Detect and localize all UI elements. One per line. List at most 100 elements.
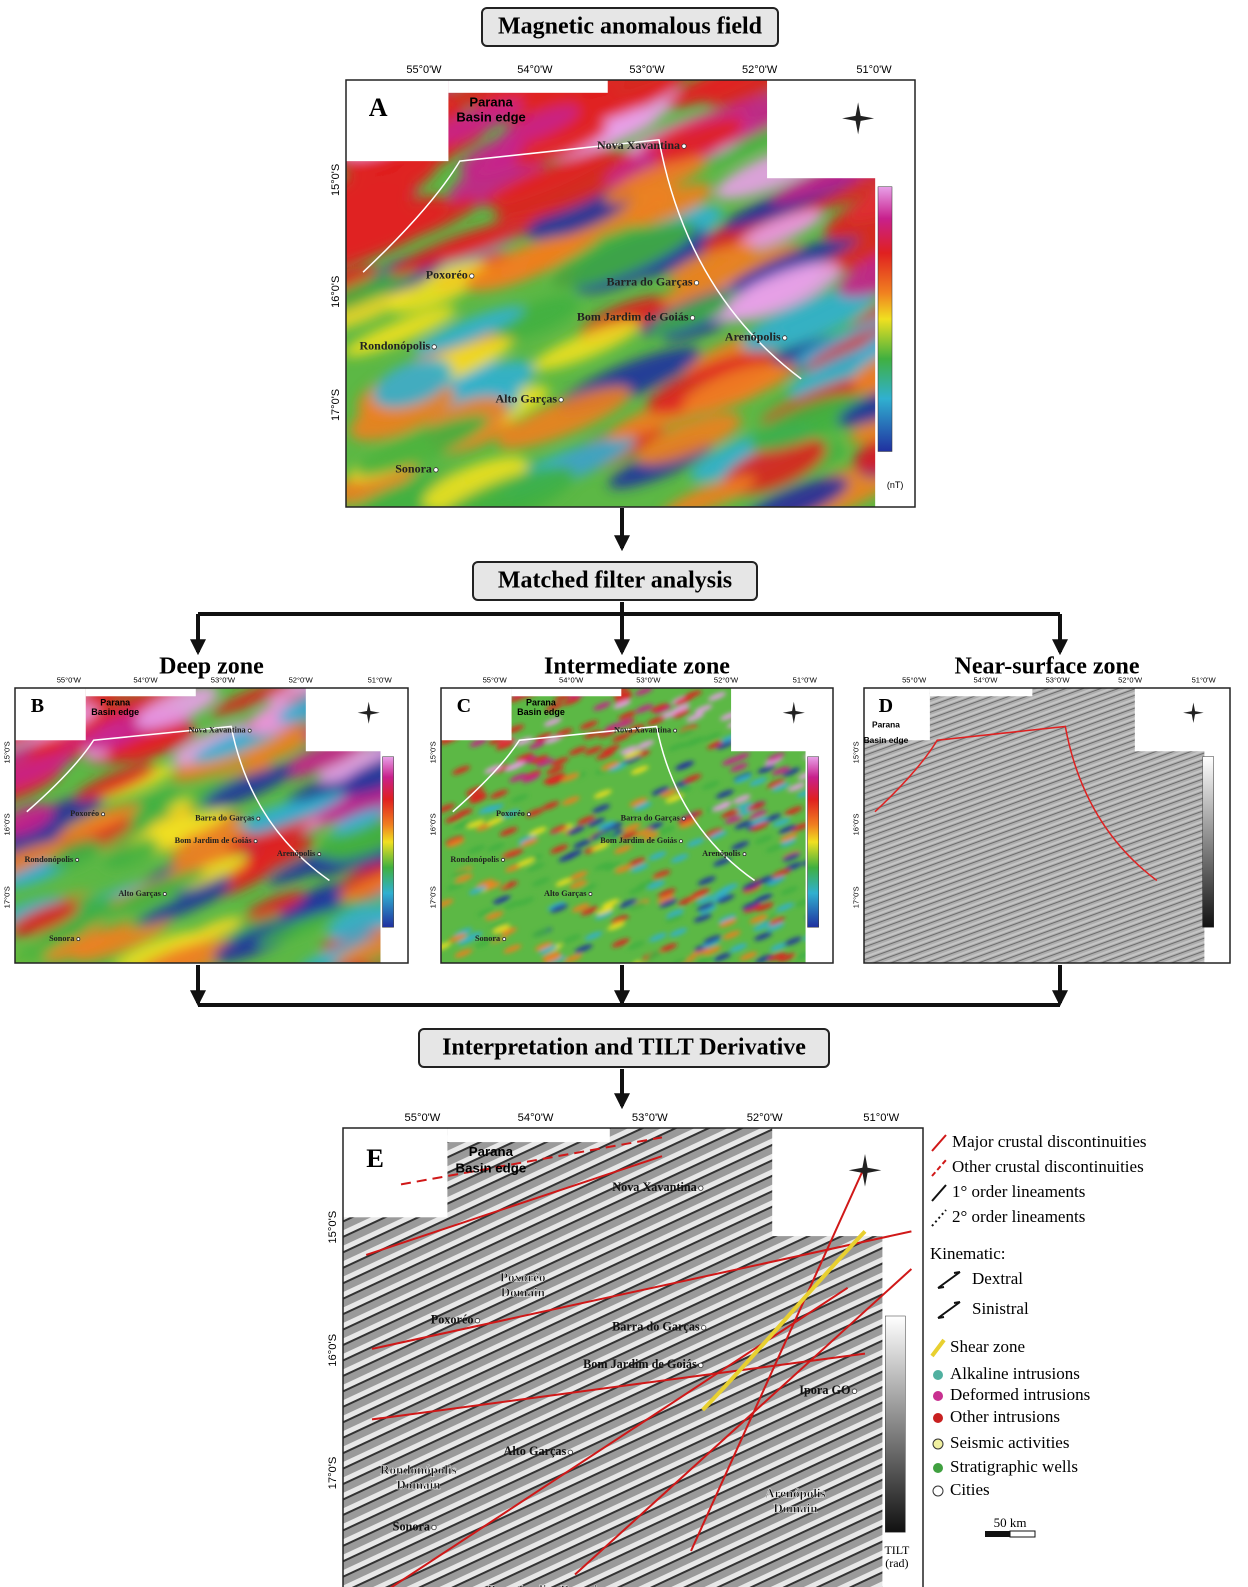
city-label: Ipora GO bbox=[799, 1383, 850, 1397]
legend-symbol bbox=[932, 1340, 944, 1356]
city-marker bbox=[699, 1186, 703, 1190]
legend-label: Deformed intrusions bbox=[950, 1385, 1090, 1404]
longitude-label: 54°0'W bbox=[518, 1112, 554, 1124]
city-label: Nova Xavantina bbox=[189, 726, 246, 735]
basin-label: Basin edge bbox=[91, 707, 139, 717]
city-label: Alto Garças bbox=[504, 1444, 567, 1458]
basin-label: Parana bbox=[469, 1144, 514, 1159]
blank bbox=[86, 688, 196, 696]
blank bbox=[448, 80, 607, 93]
legend-symbol bbox=[933, 1391, 943, 1401]
domain-label: Domain bbox=[396, 1477, 441, 1492]
legend-symbol bbox=[938, 1302, 960, 1318]
process-label: Magnetic anomalous field bbox=[498, 14, 763, 40]
legend-symbol bbox=[933, 1370, 943, 1380]
city-label: Sonora bbox=[395, 462, 432, 476]
process-label: Matched filter analysis bbox=[498, 568, 732, 594]
basin-label: Basin edge bbox=[456, 1161, 527, 1176]
city-label: Bom Jardim de Goiás bbox=[175, 836, 253, 845]
latitude-label: 17°0'S bbox=[851, 886, 860, 908]
domain-label: Domain bbox=[501, 1284, 546, 1299]
city-label: Rondonópolis bbox=[360, 339, 431, 353]
longitude-label: 53°0'W bbox=[632, 1112, 668, 1124]
legend-label: Alkaline intrusions bbox=[950, 1364, 1080, 1383]
latitude-label: 17°0'S bbox=[330, 389, 342, 421]
city-marker bbox=[674, 729, 677, 732]
basin-label: Parana bbox=[526, 697, 557, 707]
basin-label: Basin edge bbox=[864, 735, 909, 745]
longitude-label: 54°0'W bbox=[517, 64, 553, 76]
city-marker bbox=[559, 398, 563, 402]
legend-label: Sinistral bbox=[972, 1299, 1029, 1318]
domain-label: Arenópolis bbox=[765, 1486, 825, 1501]
panel-letter: A bbox=[369, 93, 388, 122]
legend-label: Shear zone bbox=[950, 1337, 1025, 1356]
legend-symbol bbox=[933, 1413, 943, 1423]
city-marker bbox=[589, 892, 592, 895]
city-marker bbox=[470, 274, 474, 278]
city-label: Nova Xavantina bbox=[614, 726, 671, 735]
longitude-label: 51°0'W bbox=[368, 676, 393, 685]
legend-label: Stratigraphic wells bbox=[950, 1457, 1078, 1476]
legend-label: Other intrusions bbox=[950, 1407, 1060, 1426]
city-marker bbox=[432, 345, 436, 349]
basin-label: Parana bbox=[469, 94, 513, 109]
latitude-label: 17°0'S bbox=[429, 886, 438, 908]
longitude-label: 52°0'W bbox=[747, 1112, 783, 1124]
city-label: Bom Jardim de Goiás bbox=[600, 836, 678, 845]
colorbar bbox=[885, 1316, 905, 1532]
figure: Magnetic anomalous field Matched filter a… bbox=[0, 0, 1248, 1587]
longitude-label: 55°0'W bbox=[405, 1112, 441, 1124]
city-marker bbox=[475, 1318, 479, 1322]
latitude-label: 17°0'S bbox=[327, 1457, 339, 1490]
scale-label: 50 km bbox=[994, 1515, 1027, 1530]
city-marker bbox=[77, 938, 80, 941]
domain-label: Domain bbox=[773, 1501, 818, 1516]
colorbar bbox=[808, 757, 819, 928]
longitude-label: 53°0'W bbox=[629, 64, 665, 76]
city-label: Alto Garças bbox=[544, 889, 587, 898]
city-label: Arenópolis bbox=[702, 849, 741, 858]
city-label: Barra do Garças bbox=[612, 1320, 700, 1334]
city-marker bbox=[501, 858, 504, 861]
legend-label: Dextral bbox=[972, 1269, 1023, 1288]
latitude-label: 16°0'S bbox=[3, 813, 12, 835]
panel-letter: E bbox=[366, 1143, 384, 1173]
city-marker bbox=[503, 938, 506, 941]
latitude-label: 16°0'S bbox=[429, 813, 438, 835]
process-label: Interpretation and TILT Derivative bbox=[442, 1035, 806, 1061]
panel-title: Deep zone bbox=[159, 654, 264, 680]
legend-label: Major crustal discontinuities bbox=[952, 1132, 1147, 1151]
latitude-label: 15°0'S bbox=[3, 741, 12, 763]
legend-symbol bbox=[932, 1160, 946, 1176]
city-label: Barra do Garças bbox=[621, 814, 681, 823]
longitude-label: 55°0'W bbox=[902, 675, 927, 684]
city-label: Alto Garças bbox=[495, 392, 557, 406]
city-marker bbox=[76, 858, 79, 861]
city-label: Arenópolis bbox=[725, 330, 781, 344]
longitude-label: 51°0'W bbox=[856, 64, 892, 76]
unit-label: TILT bbox=[884, 1543, 910, 1557]
city-label: Barra do Garças bbox=[195, 814, 255, 823]
city-label: Nova Xavantina bbox=[597, 138, 680, 152]
latitude-label: 17°0'S bbox=[3, 886, 12, 908]
basin-label: Basin edge bbox=[517, 707, 565, 717]
city-marker bbox=[701, 1326, 705, 1330]
city-marker bbox=[783, 336, 787, 340]
city-marker bbox=[690, 316, 694, 320]
longitude-label: 52°0'W bbox=[742, 64, 778, 76]
longitude-label: 55°0'W bbox=[406, 64, 442, 76]
latitude-label: 16°0'S bbox=[330, 276, 342, 308]
city-marker bbox=[432, 1525, 436, 1529]
longitude-label: 51°0'W bbox=[863, 1112, 899, 1124]
panel-title: Intermediate zone bbox=[544, 654, 730, 680]
legend-label: 1° order lineaments bbox=[952, 1182, 1085, 1201]
blank bbox=[864, 688, 930, 740]
legend-label: Other crustal discontinuities bbox=[952, 1157, 1144, 1176]
legend-heading: Kinematic: bbox=[930, 1244, 1006, 1263]
longitude-label: 51°0'W bbox=[793, 676, 818, 685]
latitude-label: 15°0'S bbox=[429, 741, 438, 763]
city-marker bbox=[102, 813, 105, 816]
city-label: Poxoréo bbox=[426, 268, 468, 282]
city-label: Rondonópolis bbox=[450, 855, 499, 864]
